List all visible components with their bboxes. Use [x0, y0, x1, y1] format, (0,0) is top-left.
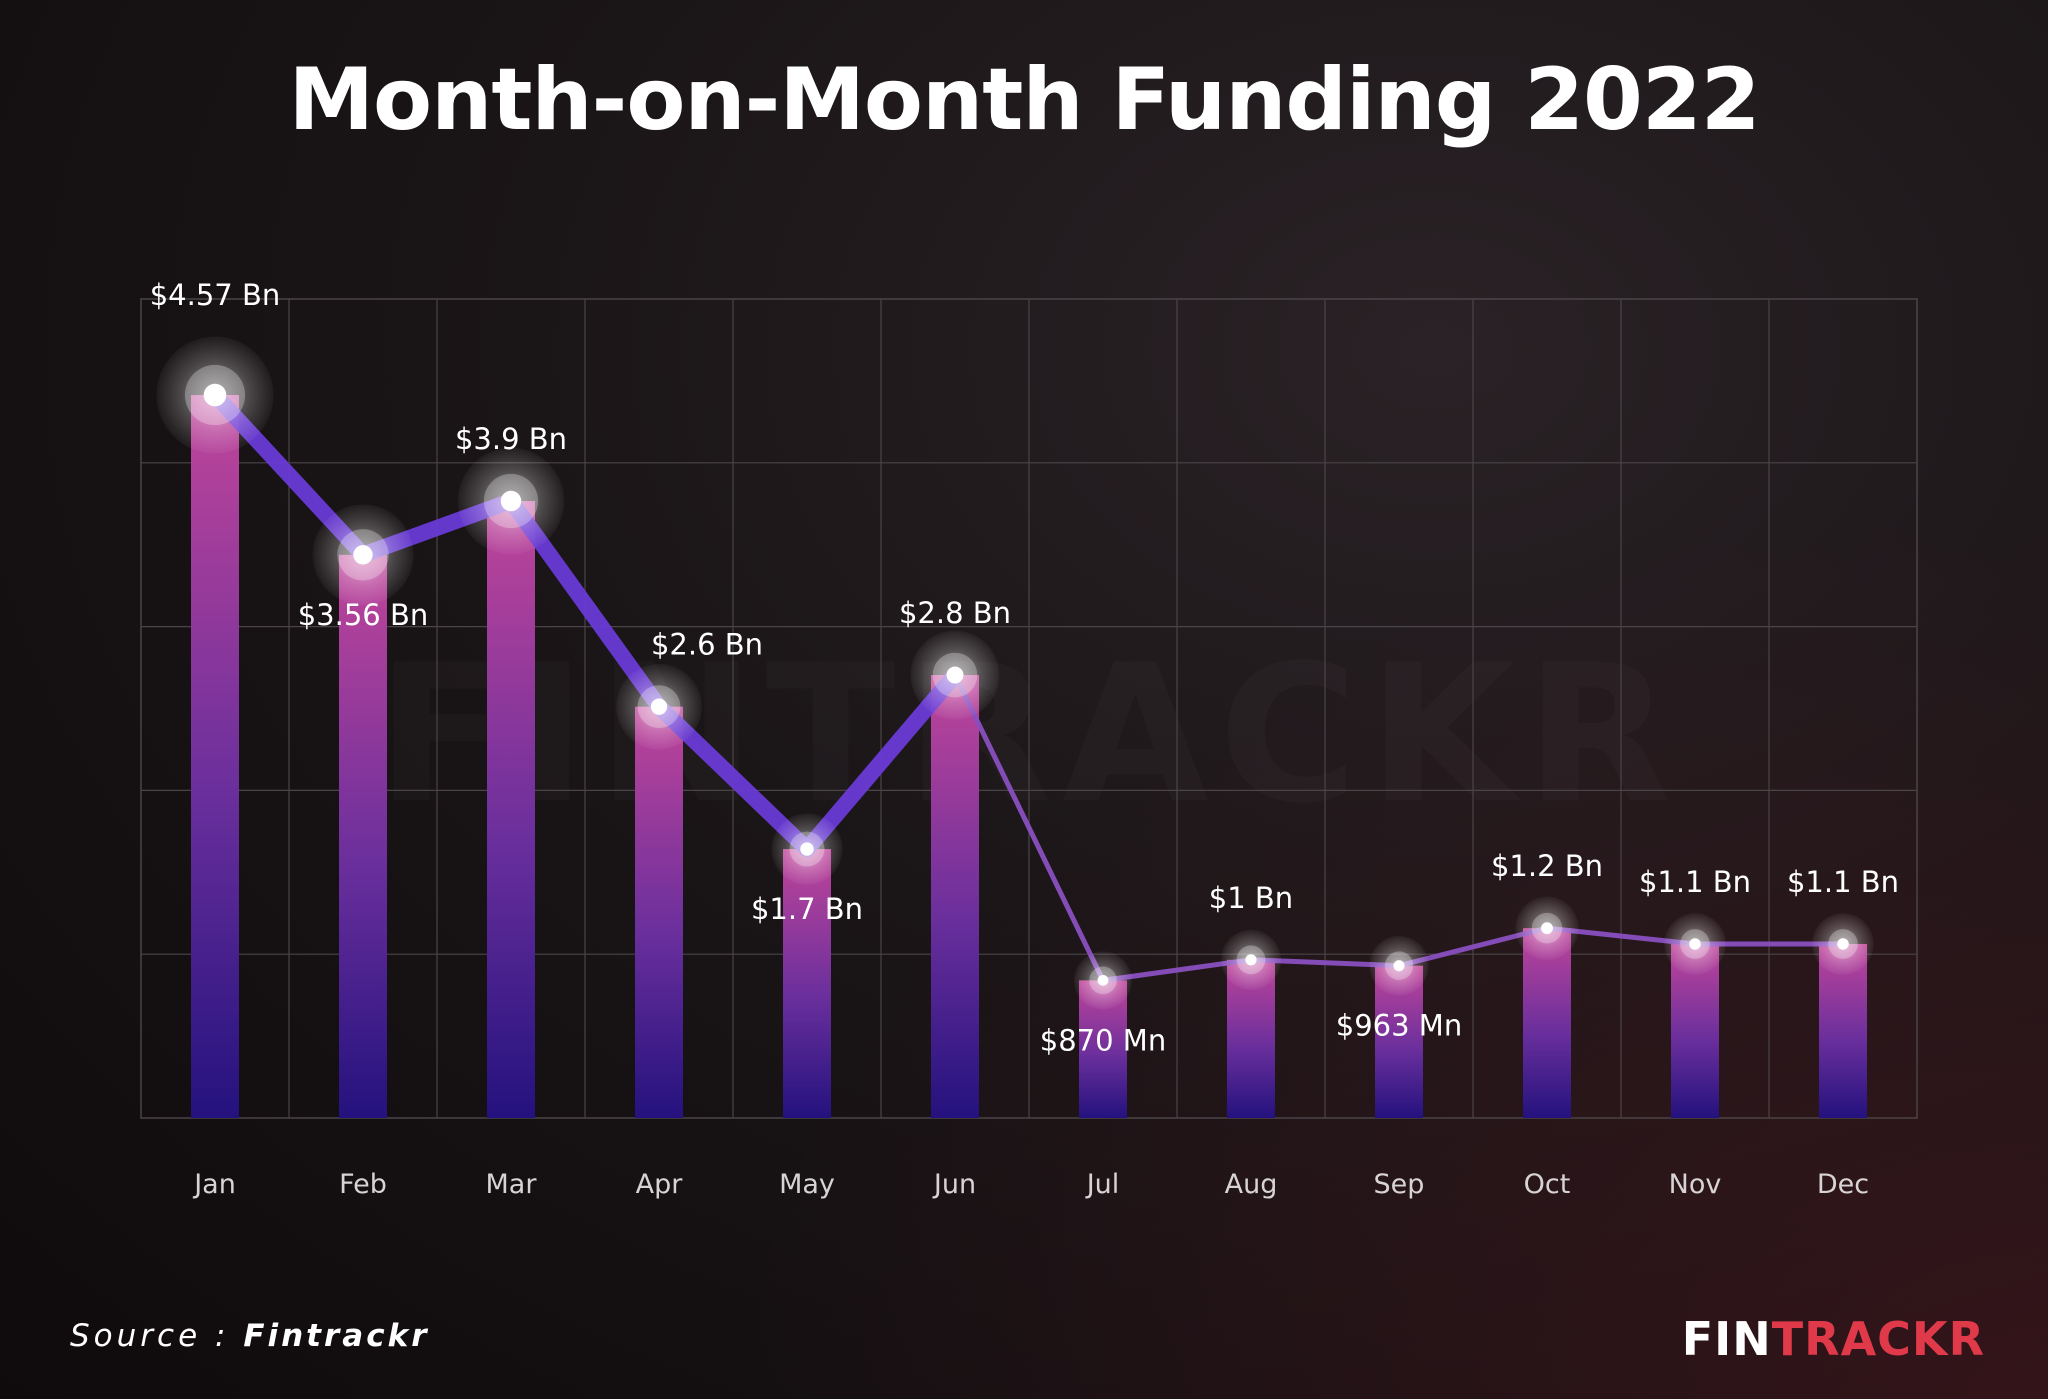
data-point	[1689, 938, 1701, 950]
data-point	[650, 698, 668, 715]
data-point	[203, 383, 227, 407]
data-point	[353, 545, 373, 565]
trend-line-segment	[952, 672, 1106, 983]
data-label: $870 Mn	[1040, 1023, 1166, 1057]
data-point	[1097, 974, 1109, 986]
bar-jun	[931, 675, 979, 1118]
x-tick-label: Oct	[1524, 1169, 1571, 1200]
brand-logo: FINTRACKR	[1682, 1312, 1985, 1366]
data-point	[800, 842, 814, 856]
data-point	[1541, 922, 1553, 935]
x-tick-label: May	[779, 1169, 835, 1200]
data-label: $1 Bn	[1209, 881, 1293, 915]
data-point	[500, 490, 522, 512]
data-point	[1393, 960, 1405, 972]
data-label: $3.56 Bn	[298, 598, 429, 632]
brand-logo-part1: FIN	[1681, 1312, 1772, 1366]
x-tick-label: Sep	[1374, 1169, 1425, 1200]
data-label: $1.7 Bn	[751, 892, 863, 926]
x-tick-label: Feb	[339, 1169, 387, 1200]
bar-oct	[1523, 928, 1571, 1118]
data-point	[1837, 938, 1849, 950]
x-tick-label: Jan	[192, 1169, 236, 1200]
data-label: $1.2 Bn	[1491, 849, 1603, 883]
data-label: $963 Mn	[1336, 1009, 1462, 1043]
x-tick-label: Jul	[1085, 1169, 1120, 1200]
bar-mar	[487, 501, 535, 1118]
x-tick-label: Nov	[1669, 1169, 1722, 1200]
source-label: Source :	[70, 1318, 244, 1354]
data-label: $3.9 Bn	[455, 422, 567, 456]
x-tick-label: Apr	[636, 1169, 684, 1200]
bar-apr	[635, 706, 683, 1118]
x-tick-label: Aug	[1225, 1169, 1278, 1200]
chart-title: Month-on-Month Funding 2022	[288, 50, 1760, 150]
bar-feb	[339, 554, 387, 1118]
bar-may	[783, 849, 831, 1118]
data-point	[946, 666, 964, 684]
source-credit: Source : Fintrackr	[70, 1318, 430, 1354]
source-name: Fintrackr	[243, 1318, 430, 1354]
data-label: $1.1 Bn	[1787, 865, 1899, 899]
x-tick-label: Mar	[486, 1169, 538, 1200]
data-label: $2.6 Bn	[651, 628, 763, 662]
bar-jan	[191, 395, 239, 1118]
data-point	[1245, 954, 1257, 966]
x-tick-label: Dec	[1817, 1169, 1869, 1200]
brand-logo-part2: TRACKR	[1771, 1312, 1985, 1366]
data-label: $2.8 Bn	[899, 596, 1011, 630]
data-label: $1.1 Bn	[1639, 865, 1751, 899]
data-label: $4.57 Bn	[150, 278, 281, 312]
x-tick-label: Jun	[932, 1169, 976, 1200]
